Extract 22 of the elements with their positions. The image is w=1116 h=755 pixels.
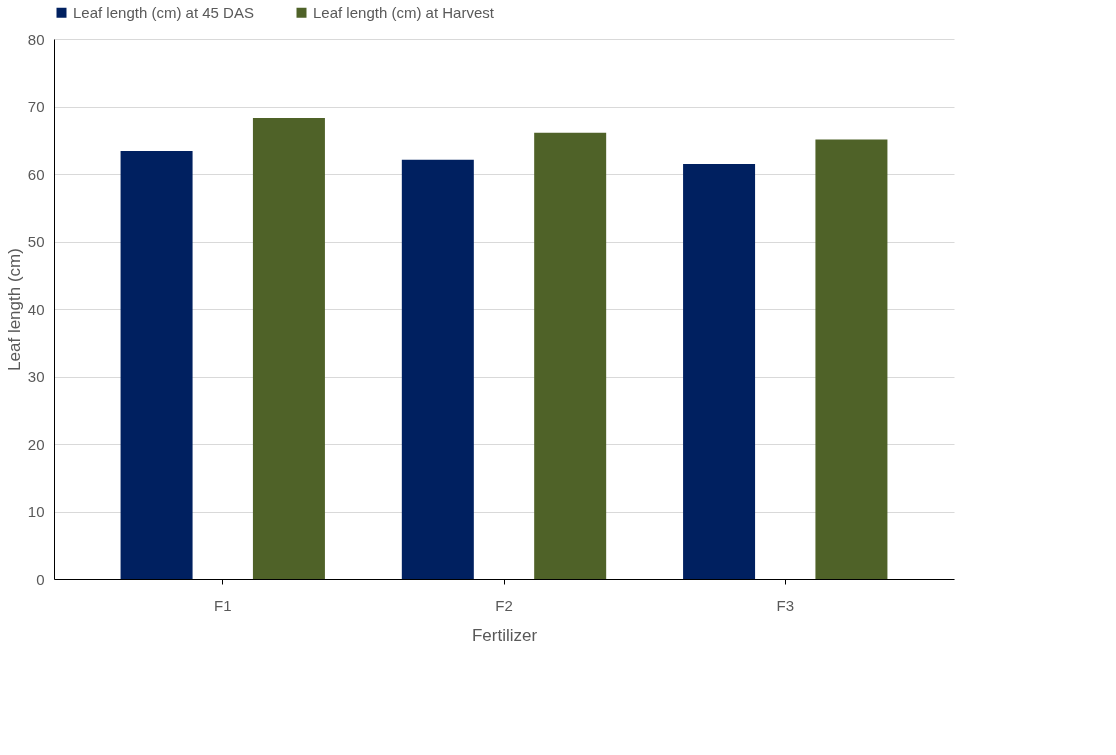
- y-axis-title: Leaf length (cm): [4, 248, 24, 371]
- legend-label: Leaf length (cm) at Harvest: [313, 3, 495, 21]
- y-tick-label: 80: [27, 30, 45, 48]
- x-tick-label: F2: [495, 596, 513, 614]
- bar: [683, 163, 756, 579]
- bar: [815, 139, 888, 579]
- y-tick-label: 50: [27, 233, 45, 250]
- y-tick-label: 0: [36, 570, 45, 588]
- y-tick-label: 60: [27, 165, 45, 183]
- x-tick-label: F3: [776, 596, 795, 614]
- bar: [120, 151, 193, 579]
- legend-label: Leaf length (cm) at 45 DAS: [73, 3, 254, 21]
- y-tick-label: 10: [27, 503, 45, 520]
- y-tick-label: 40: [27, 300, 45, 318]
- bar: [534, 132, 607, 579]
- x-axis-title: Fertilizer: [471, 625, 538, 645]
- x-tick-label: F1: [213, 596, 232, 614]
- y-tick-label: 30: [27, 368, 45, 385]
- y-tick-label: 20: [27, 435, 45, 453]
- y-tick-label: 70: [27, 98, 45, 115]
- bar: [252, 117, 325, 579]
- bar: [401, 159, 474, 579]
